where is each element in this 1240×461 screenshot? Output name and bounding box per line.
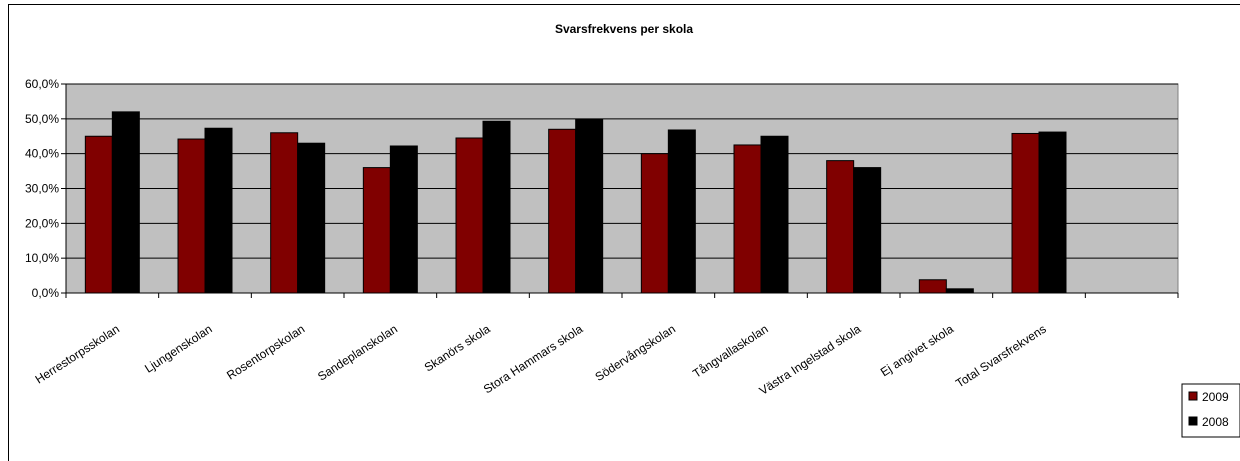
y-tick-label: 40,0% xyxy=(25,147,59,161)
category-label: Rosentorpskolan xyxy=(224,322,307,383)
category-label: Herrestorpsskolan xyxy=(33,322,122,387)
bar-2009-0 xyxy=(84,135,113,294)
bar-2008-5 xyxy=(575,119,604,294)
bar-2008-3 xyxy=(389,145,418,294)
bar-2009-9 xyxy=(918,279,947,294)
legend-label: 2009 xyxy=(1202,390,1229,404)
bar-2008-1 xyxy=(204,127,233,294)
y-tick-label: 0,0% xyxy=(32,286,60,300)
chart-frame xyxy=(8,4,1240,461)
bar-2009-8 xyxy=(826,160,855,294)
bar-2009-5 xyxy=(548,128,577,294)
legend-swatch-2009 xyxy=(1188,391,1198,401)
y-tick-label: 30,0% xyxy=(25,182,59,196)
y-tick-label: 10,0% xyxy=(25,251,59,265)
category-label: Sandeplanskolan xyxy=(315,322,400,384)
bar-2008-4 xyxy=(482,120,511,294)
bar-2008-9 xyxy=(945,288,974,294)
bar-2009-4 xyxy=(455,137,484,294)
y-tick-label: 60,0% xyxy=(25,77,59,91)
bar-2009-6 xyxy=(640,153,669,294)
plot-area: 0,0% 10,0% 20,0% 30,0% 40,0% 50,0% 60,0% Herres… xyxy=(25,77,1179,398)
legend: 2009 2008 xyxy=(1181,383,1240,438)
bar-2008-8 xyxy=(853,167,882,294)
bar-2009-10 xyxy=(1011,132,1040,294)
bar-2009-1 xyxy=(177,138,206,294)
category-label: Tångvallaskolan xyxy=(690,322,770,381)
bar-2008-7 xyxy=(760,135,789,294)
category-label: Södervångskolan xyxy=(593,322,678,384)
category-label: Västra Ingelstad skola xyxy=(757,322,864,398)
category-label: Ljungenskolan xyxy=(142,322,215,376)
bar-2008-0 xyxy=(111,111,140,294)
bar-2009-3 xyxy=(362,167,391,294)
bar-2008-10 xyxy=(1038,131,1067,294)
legend-swatch-2008 xyxy=(1188,416,1198,426)
bar-2009-2 xyxy=(270,132,299,294)
bar-2009-7 xyxy=(733,144,762,294)
legend-label: 2008 xyxy=(1202,415,1229,429)
category-label: Stora Hammars skola xyxy=(481,322,586,397)
y-tick-label: 50,0% xyxy=(25,112,59,126)
category-label: Ej angivet skola xyxy=(878,322,956,380)
chart-title: Svarsfrekvens per skola xyxy=(555,22,693,36)
y-tick-label: 20,0% xyxy=(25,216,59,230)
category-label: Skanörs skola xyxy=(422,322,493,375)
bar-2008-6 xyxy=(667,129,696,294)
bar-2008-2 xyxy=(297,142,326,294)
category-label: Total Svarsfrekvens xyxy=(953,322,1048,391)
